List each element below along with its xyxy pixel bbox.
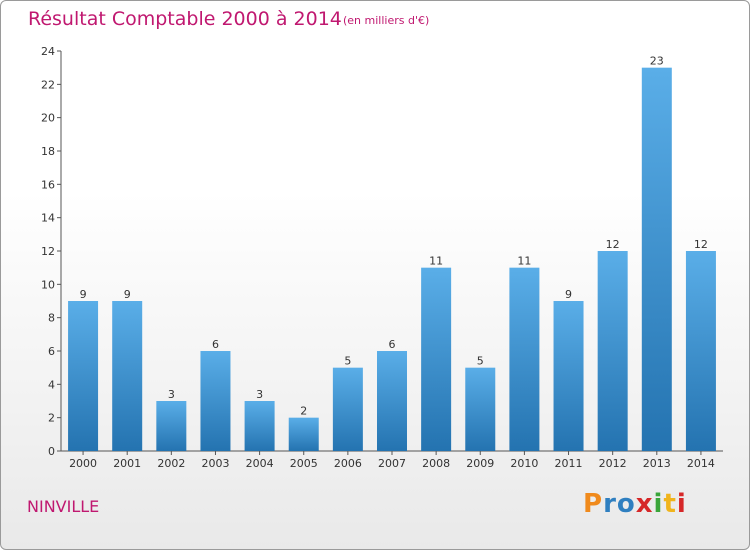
commune-name: NINVILLE: [27, 497, 100, 516]
value-label-2003: 6: [212, 338, 219, 351]
x-tick-label-2002: 2002: [157, 457, 185, 470]
bar-2003: [200, 351, 231, 451]
proxiti-logo[interactable]: Proxiti: [583, 489, 687, 519]
x-tick-label-2013: 2013: [643, 457, 671, 470]
logo-letter: i: [653, 489, 664, 519]
bar-2010: [509, 267, 540, 451]
logo-letter: P: [583, 489, 604, 519]
x-tick-label-2011: 2011: [555, 457, 583, 470]
value-label-2007: 6: [389, 338, 396, 351]
bar-2014: [685, 251, 716, 451]
bar-2007: [377, 351, 407, 451]
value-label-2001: 9: [124, 288, 131, 301]
x-tick-label-2010: 2010: [510, 457, 538, 470]
x-tick-label-2003: 2003: [201, 457, 229, 470]
y-tick-label: 6: [48, 345, 55, 358]
x-tick-label-2007: 2007: [378, 457, 406, 470]
value-label-2009: 5: [477, 355, 484, 368]
value-label-2005: 2: [300, 405, 307, 418]
y-tick-label: 18: [41, 145, 55, 158]
value-label-2004: 3: [256, 388, 263, 401]
logo-letter: t: [663, 489, 677, 519]
chart-subtitle: (en milliers d'€): [343, 14, 430, 27]
bar-2013: [641, 67, 672, 452]
value-label-2012: 12: [606, 238, 620, 251]
x-tick-label-2006: 2006: [334, 457, 362, 470]
x-tick-label-2000: 2000: [69, 457, 97, 470]
value-label-2008: 11: [429, 255, 443, 268]
x-tick-label-2009: 2009: [466, 457, 494, 470]
y-tick-label: 2: [48, 412, 55, 425]
y-tick-label: 8: [48, 312, 55, 325]
y-tick-label: 16: [41, 178, 55, 191]
y-tick-label: 4: [48, 378, 55, 391]
bar-2001: [112, 301, 143, 451]
logo-letter: x: [635, 489, 654, 519]
value-label-2013: 23: [650, 55, 664, 68]
y-tick-label: 24: [41, 45, 55, 58]
value-label-2006: 5: [344, 355, 351, 368]
value-label-2000: 9: [80, 288, 87, 301]
logo-letter: i: [676, 489, 687, 519]
bar-2000: [68, 301, 99, 451]
y-tick-label: 10: [41, 278, 55, 291]
value-label-2014: 12: [694, 238, 708, 251]
x-tick-label-2001: 2001: [113, 457, 141, 470]
bar-2011: [553, 301, 584, 451]
bar-2009: [465, 367, 496, 451]
x-tick-label-2014: 2014: [687, 457, 715, 470]
x-tick-label-2004: 2004: [246, 457, 274, 470]
bar-2008: [421, 267, 452, 451]
value-label-2010: 11: [517, 255, 531, 268]
y-tick-label: 20: [41, 112, 55, 125]
logo-letter: o: [616, 489, 636, 519]
bar-2004: [244, 401, 275, 451]
bar-2006: [332, 367, 363, 451]
bar-2005: [288, 417, 319, 451]
chart-title: Résultat Comptable 2000 à 2014: [28, 8, 342, 30]
value-label-2011: 9: [565, 288, 572, 301]
logo-letter: r: [603, 489, 617, 519]
x-tick-label-2008: 2008: [422, 457, 450, 470]
bar-2002: [156, 401, 187, 451]
bars: 9 9 3 6 3 2 5 6 11 5 11 9 12 23 12: [68, 55, 716, 452]
y-tick-label: 22: [41, 78, 55, 91]
bar-2012: [597, 251, 628, 451]
y-tick-label: 0: [48, 445, 55, 458]
y-tick-label: 14: [41, 212, 55, 225]
y-tick-label: 12: [41, 245, 55, 258]
x-tick-label-2012: 2012: [599, 457, 627, 470]
value-label-2002: 3: [168, 388, 175, 401]
x-tick-label-2005: 2005: [290, 457, 318, 470]
